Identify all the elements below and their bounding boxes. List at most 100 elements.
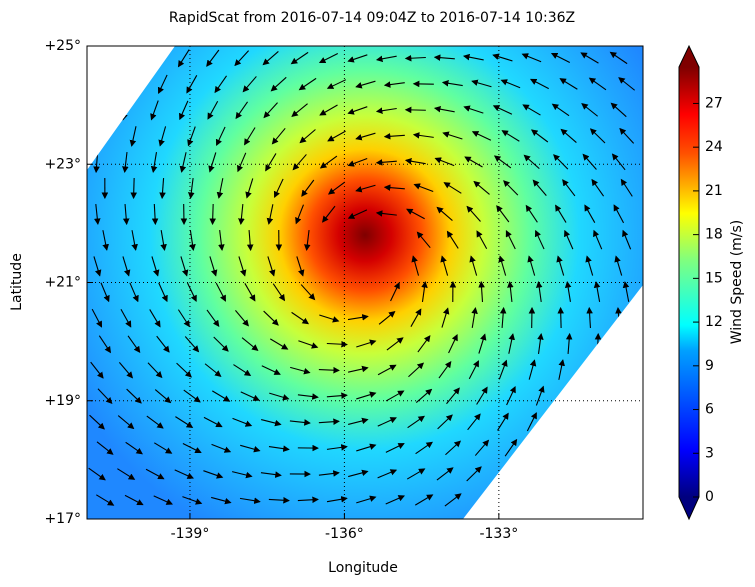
wind-vector bbox=[290, 366, 311, 375]
wind-vector bbox=[117, 415, 135, 430]
wind-vector bbox=[211, 496, 232, 505]
wind-vector bbox=[146, 415, 164, 429]
wind-vector bbox=[445, 440, 462, 456]
wind-vector bbox=[406, 468, 426, 480]
wind-vector bbox=[89, 414, 105, 430]
wind-vector bbox=[411, 255, 420, 276]
wind-vector bbox=[211, 390, 231, 402]
wind-vector bbox=[441, 80, 463, 87]
wind-vector bbox=[564, 437, 574, 458]
wind-vector bbox=[594, 332, 602, 355]
wind-vector bbox=[584, 204, 596, 223]
wind-vector bbox=[94, 203, 101, 226]
wind-vector bbox=[404, 106, 426, 114]
wind-vector bbox=[124, 494, 144, 506]
wind-vector bbox=[326, 340, 348, 348]
colorbar-tick-label: 9 bbox=[705, 358, 714, 374]
wind-vector bbox=[120, 309, 132, 328]
wind-vector bbox=[232, 417, 253, 427]
wind-vector bbox=[476, 230, 488, 250]
wind-vector bbox=[214, 75, 228, 94]
wind-vector bbox=[478, 280, 485, 303]
wind-vector bbox=[215, 282, 226, 302]
wind-vector bbox=[298, 340, 319, 349]
wind-vector bbox=[261, 419, 282, 427]
wind-vector bbox=[318, 418, 340, 426]
wind-vector bbox=[92, 48, 101, 69]
wind-vector bbox=[438, 361, 452, 379]
wind-vector bbox=[206, 49, 220, 67]
wind-vector bbox=[593, 281, 601, 302]
plot-frame bbox=[86, 45, 644, 520]
wind-vector bbox=[91, 308, 103, 328]
wind-vector bbox=[593, 437, 603, 458]
wind-vector bbox=[622, 229, 632, 250]
wind-vector bbox=[268, 445, 290, 452]
wind-vector bbox=[498, 359, 508, 380]
wind-vector bbox=[619, 127, 635, 144]
wind-vector bbox=[356, 339, 377, 348]
wind-vector bbox=[184, 336, 200, 353]
wind-vector bbox=[238, 203, 245, 226]
wind-vector bbox=[211, 443, 232, 453]
wind-vector bbox=[238, 256, 247, 277]
wind-vector bbox=[297, 496, 319, 504]
wind-vector bbox=[244, 283, 256, 302]
wind-vector bbox=[556, 411, 566, 432]
wind-vector bbox=[390, 281, 400, 302]
wind-vector bbox=[375, 210, 397, 217]
wind-vector bbox=[468, 360, 479, 380]
wind-vector bbox=[375, 55, 397, 63]
wind-vector bbox=[326, 79, 347, 89]
wind-vector bbox=[158, 282, 168, 303]
wind-vector bbox=[498, 255, 507, 276]
colorbar-tick-label: 12 bbox=[705, 314, 723, 330]
colorbar-tick-label: 24 bbox=[705, 139, 723, 155]
wind-vector bbox=[96, 494, 115, 506]
wind-vector bbox=[174, 469, 194, 479]
wind-vector bbox=[404, 54, 426, 62]
wind-vector bbox=[417, 335, 431, 353]
wind-vector bbox=[525, 204, 538, 223]
colorbar-tick-label: 18 bbox=[705, 227, 723, 243]
wind-vector bbox=[271, 127, 286, 145]
wind-vector bbox=[157, 74, 168, 95]
wind-vector bbox=[122, 256, 131, 277]
wind-vector bbox=[609, 51, 628, 65]
colorbar-tick-label: 27 bbox=[705, 95, 723, 111]
wind-vector bbox=[319, 314, 340, 323]
wind-vector bbox=[562, 179, 576, 197]
wind-vector bbox=[613, 204, 625, 224]
wind-vector bbox=[326, 392, 348, 399]
wind-vector bbox=[533, 491, 547, 509]
wind-vector bbox=[239, 497, 261, 504]
wind-vector bbox=[535, 281, 543, 302]
wind-vector bbox=[584, 464, 595, 484]
wind-vector bbox=[412, 132, 434, 139]
wind-vector bbox=[234, 50, 250, 67]
wind-vector bbox=[383, 132, 405, 140]
wind-vector bbox=[149, 309, 161, 328]
wind-vector bbox=[535, 385, 545, 406]
wind-vector bbox=[126, 388, 142, 404]
wind-vector bbox=[151, 256, 160, 277]
wind-vector bbox=[176, 362, 192, 378]
wind-vector bbox=[462, 53, 484, 61]
wind-vector bbox=[240, 391, 260, 401]
wind-vector bbox=[186, 75, 198, 94]
wind-vector bbox=[504, 438, 518, 457]
wind-vector bbox=[383, 184, 405, 191]
wind-vector bbox=[158, 126, 167, 147]
wind-vector bbox=[563, 490, 575, 509]
wind-vector bbox=[375, 159, 397, 166]
wind-vector bbox=[476, 386, 488, 405]
wind-vector bbox=[246, 229, 254, 252]
wind-vector bbox=[537, 332, 544, 354]
wind-vector bbox=[532, 179, 547, 196]
wind-vector bbox=[505, 230, 516, 250]
wind-vector bbox=[433, 54, 455, 61]
wind-vector bbox=[237, 152, 247, 173]
wind-vector bbox=[244, 127, 256, 146]
wind-vector bbox=[120, 48, 131, 69]
wind-vector bbox=[153, 495, 173, 505]
